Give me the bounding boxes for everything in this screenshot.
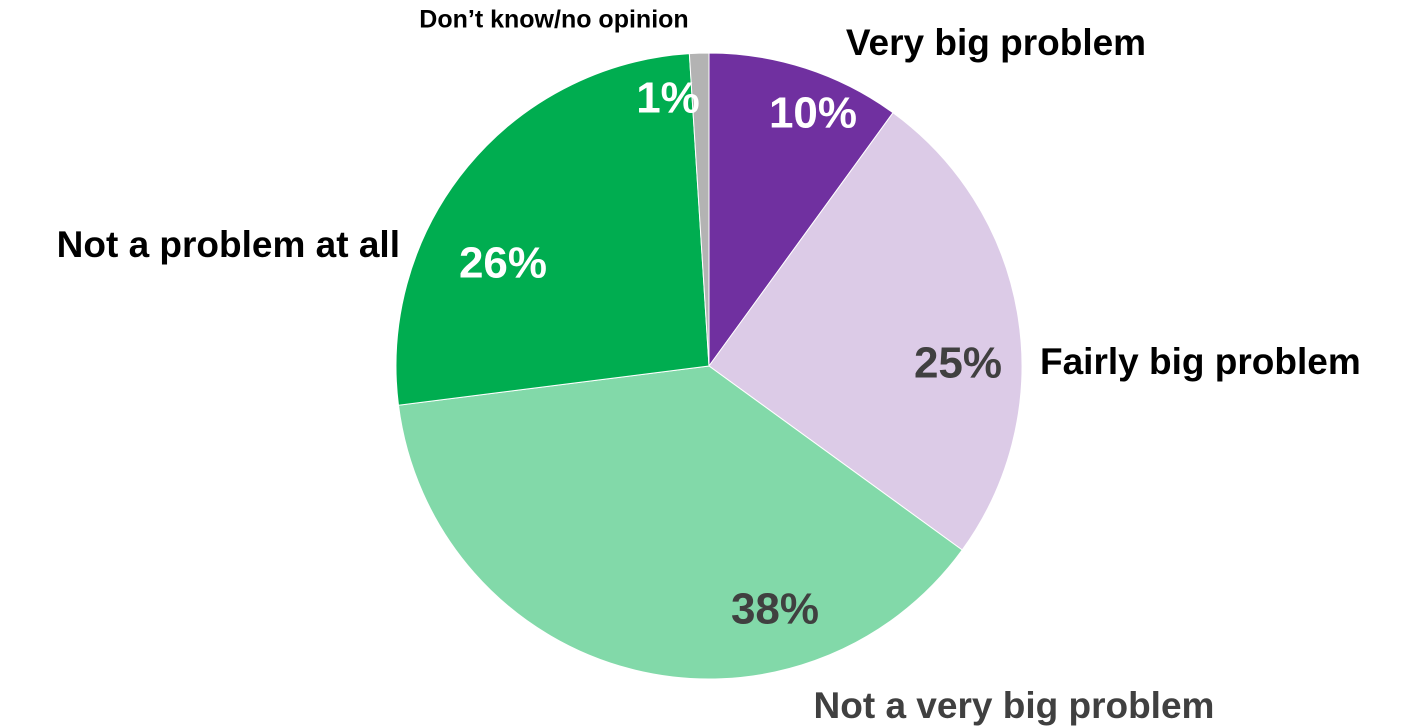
category-label-don-t-know-no-opinion: Don’t know/no opinion <box>419 6 688 34</box>
value-label-not-a-very-big-problem: 38% <box>731 585 819 634</box>
pie-slice-not-a-very-big-problem <box>397 365 963 680</box>
value-label-not-a-problem-at-all: 26% <box>459 239 547 288</box>
pie-slice-very-big-problem <box>708 52 894 368</box>
value-label-don-t-know-no-opinion: 1% <box>636 74 700 123</box>
category-label-very-big-problem: Very big problem <box>846 22 1146 63</box>
pie-slice-fairly-big-problem <box>708 112 1023 551</box>
category-label-not-a-problem-at-all: Not a problem at all <box>57 224 400 265</box>
category-label-fairly-big-problem: Fairly big problem <box>1040 341 1361 382</box>
value-label-very-big-problem: 10% <box>769 89 857 138</box>
pie-slice-don-t-know-no-opinion <box>688 52 710 367</box>
pie-slice-not-a-problem-at-all <box>395 53 710 406</box>
category-label-not-a-very-big-problem: Not a very big problem <box>814 685 1215 726</box>
value-label-fairly-big-problem: 25% <box>914 339 1002 388</box>
